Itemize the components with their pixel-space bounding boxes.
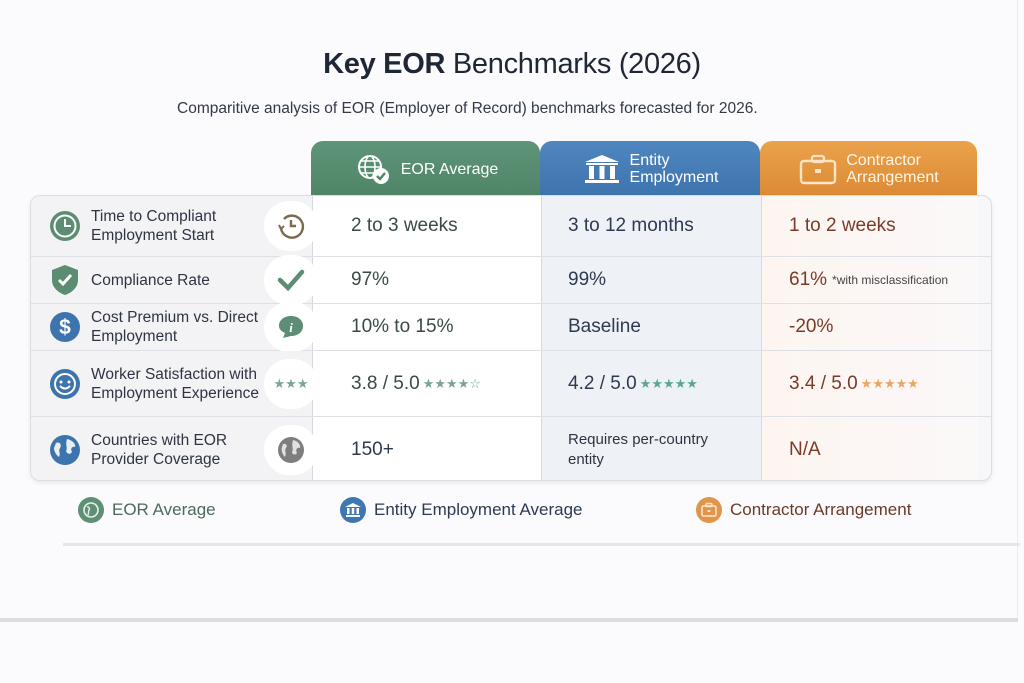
contractor-compliance-value: 61% xyxy=(789,269,828,290)
eor-compliance-value: 97% xyxy=(351,269,390,290)
benchmark-table: Time to Compliant Employment Start 2 to … xyxy=(30,195,992,481)
briefcase-icon xyxy=(696,497,722,523)
svg-text:$: $ xyxy=(59,316,71,339)
page-subtitle: Comparitive analysis of EOR (Employer of… xyxy=(177,100,758,117)
timer-restart-icon xyxy=(264,201,318,251)
entity-satisfaction-value: 4.2 / 5.0 xyxy=(568,372,637,394)
smiley-icon xyxy=(45,364,85,404)
contractor-satisfaction-value: 3.4 / 5.0 xyxy=(789,372,858,394)
column-header-label: Contractor Arrangement xyxy=(846,152,939,186)
briefcase-icon xyxy=(798,152,838,186)
legend: EOR Average Entity Employment Average Co… xyxy=(78,497,978,529)
entity-time-value: 3 to 12 months xyxy=(568,215,694,236)
legend-item-contractor: Contractor Arrangement xyxy=(696,497,911,523)
entity-rating-stars: ★★★★★ xyxy=(639,375,698,391)
page-frame xyxy=(1017,0,1018,620)
stars-icon: ★★★ xyxy=(264,358,318,409)
row-label: Time to Compliant Employment Start xyxy=(31,196,318,256)
contractor-countries-value: N/A xyxy=(789,438,821,460)
divider xyxy=(63,543,1020,546)
table-row: Worker Satisfaction with Employment Expe… xyxy=(31,351,991,417)
dollar-icon: $ xyxy=(45,307,85,347)
column-header-contractor: Contractor Arrangement xyxy=(760,141,977,197)
globe-icon xyxy=(78,497,104,523)
entity-cost-value: Baseline xyxy=(568,316,641,337)
eor-time-value: 2 to 3 weeks xyxy=(351,215,458,236)
globe-gray-icon xyxy=(264,424,318,475)
row-label: Compliance Rate xyxy=(31,255,318,305)
table-row: $ Cost Premium vs. Direct Employment i 1… xyxy=(31,302,991,352)
contractor-cost-value: -20% xyxy=(789,316,834,337)
eor-rating-stars: ★★★★☆ xyxy=(422,375,481,391)
svg-text:i: i xyxy=(289,320,293,335)
divider xyxy=(0,618,1018,622)
table-row: Time to Compliant Employment Start 2 to … xyxy=(31,196,991,257)
misclassification-note: *with misclassification xyxy=(832,273,949,287)
page-title: Key EOR Benchmarks (2026) xyxy=(323,48,701,80)
column-header-entity: Entity Employment xyxy=(540,141,760,197)
contractor-time-value: 1 to 2 weeks xyxy=(789,215,896,236)
checkmark-icon xyxy=(264,255,318,305)
row-label: $ Cost Premium vs. Direct Employment i xyxy=(31,302,318,352)
shield-check-icon xyxy=(45,260,85,300)
table-row: Compliance Rate 97% 99% 61% *with misclas… xyxy=(31,255,991,305)
entity-countries-value: Requires per-country entity xyxy=(568,430,709,468)
table-row: Countries with EOR Provider Coverage 150… xyxy=(31,417,991,480)
globe-icon xyxy=(45,430,85,470)
entity-compliance-value: 99% xyxy=(568,269,607,290)
eor-countries-value: 150+ xyxy=(351,438,394,460)
clock-icon xyxy=(45,206,85,246)
contractor-rating-stars: ★★★★★ xyxy=(860,375,919,391)
bank-building-icon xyxy=(340,497,366,523)
column-header-eor: EOR Average xyxy=(311,141,540,197)
row-label: Worker Satisfaction with Employment Expe… xyxy=(31,351,318,416)
eor-cost-value: 10% to 15% xyxy=(351,316,454,337)
legend-item-entity: Entity Employment Average xyxy=(340,497,583,523)
info-bubble-icon: i xyxy=(264,302,318,352)
column-header-label: EOR Average xyxy=(400,160,499,178)
eor-satisfaction-value: 3.8 / 5.0 xyxy=(351,372,420,394)
row-label: Countries with EOR Provider Coverage xyxy=(31,417,318,480)
bank-building-icon xyxy=(582,152,622,186)
legend-item-eor: EOR Average xyxy=(78,497,216,523)
globe-check-icon xyxy=(353,152,393,186)
column-header-label: Entity Employment xyxy=(629,152,719,186)
